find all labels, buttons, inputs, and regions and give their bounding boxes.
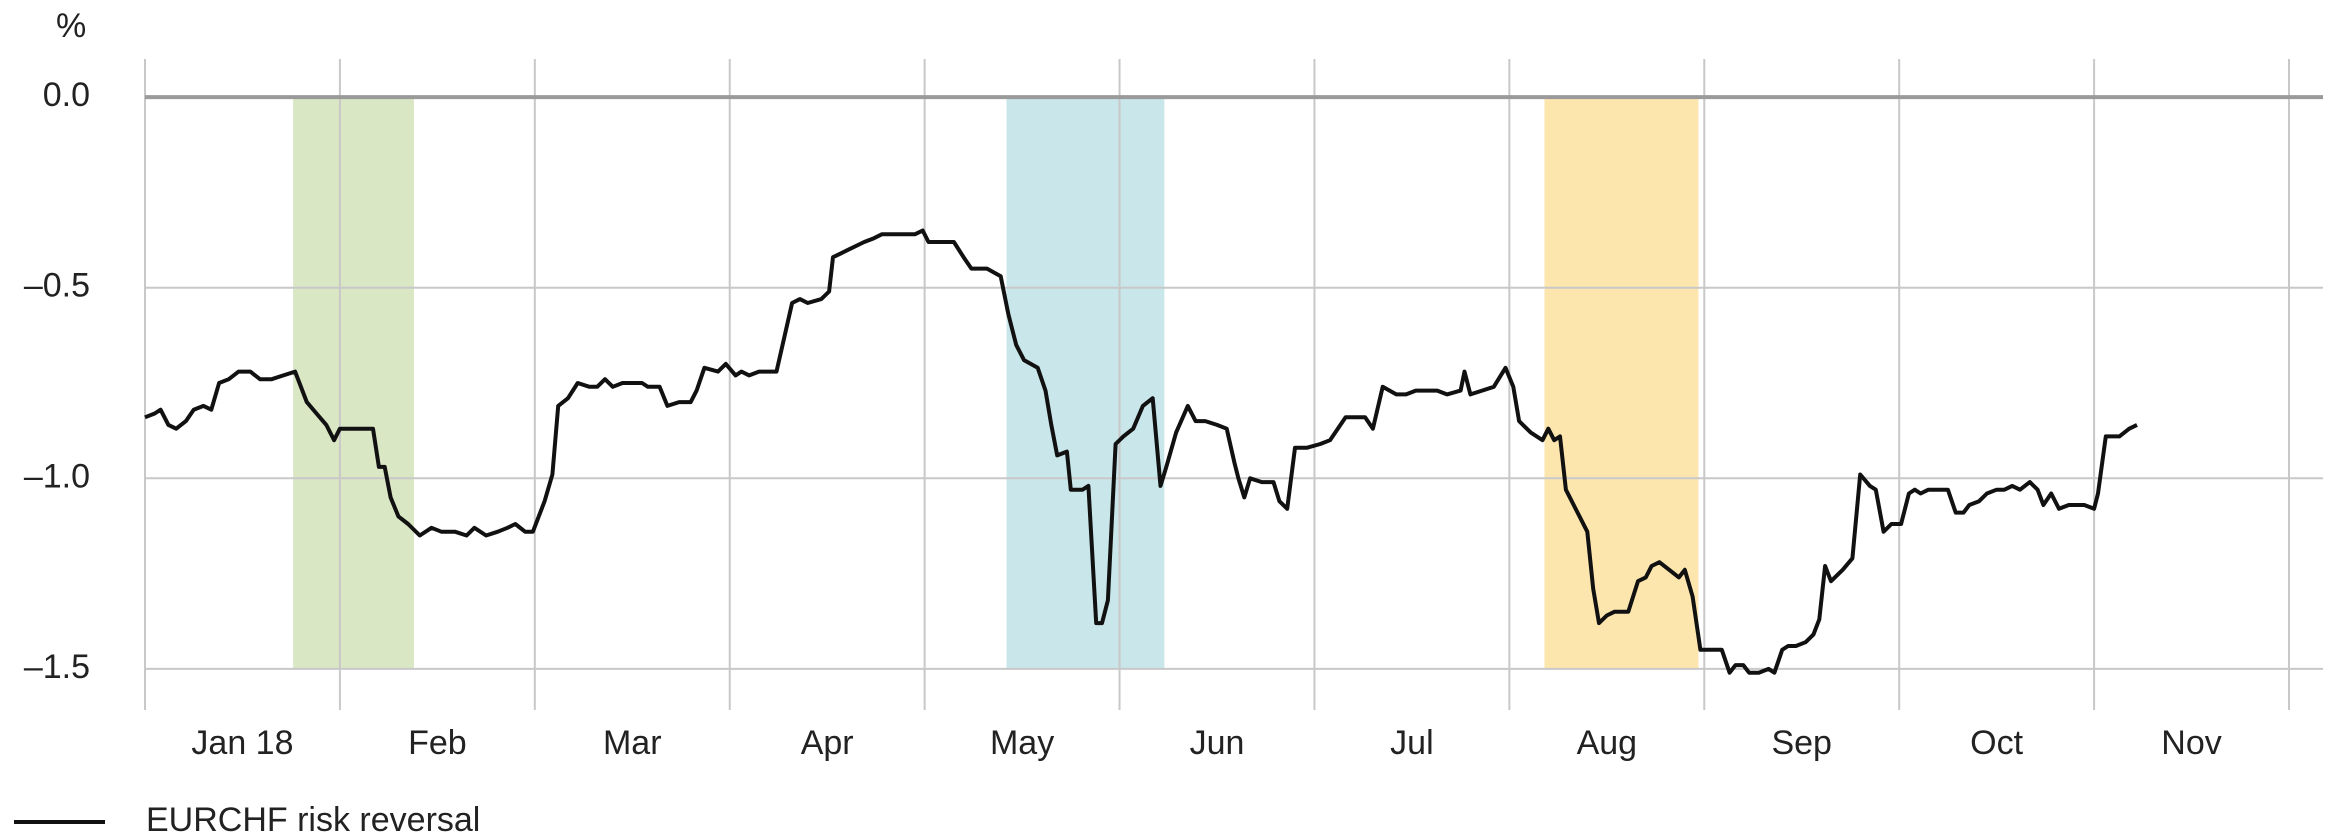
x-tick-label: Apr (801, 724, 854, 762)
highlight-band (1544, 97, 1699, 669)
x-tick-label: May (990, 724, 1054, 762)
x-tick-label: Nov (2161, 724, 2221, 762)
x-tick-label: Jun (1190, 724, 1245, 762)
x-tick-label: Sep (1771, 724, 1832, 762)
x-tick-label: Aug (1577, 724, 1638, 762)
x-tick-label: Feb (408, 724, 467, 762)
y-tick-label: –1.0 (24, 457, 90, 495)
highlight-band (1006, 97, 1165, 669)
series-line (144, 228, 2138, 675)
highlight-band (293, 97, 414, 669)
x-tick-label: Jan 18 (191, 724, 293, 762)
y-unit: % (56, 7, 86, 45)
x-tick-label: Oct (1970, 724, 2023, 762)
x-tick-label: Mar (603, 724, 662, 762)
y-tick-label: –0.5 (24, 267, 90, 305)
y-tick-label: –1.5 (24, 648, 90, 686)
legend-label: EURCHF risk reversal (146, 801, 480, 839)
x-tick-label: Jul (1390, 724, 1433, 762)
y-tick-label: 0.0 (43, 76, 90, 114)
